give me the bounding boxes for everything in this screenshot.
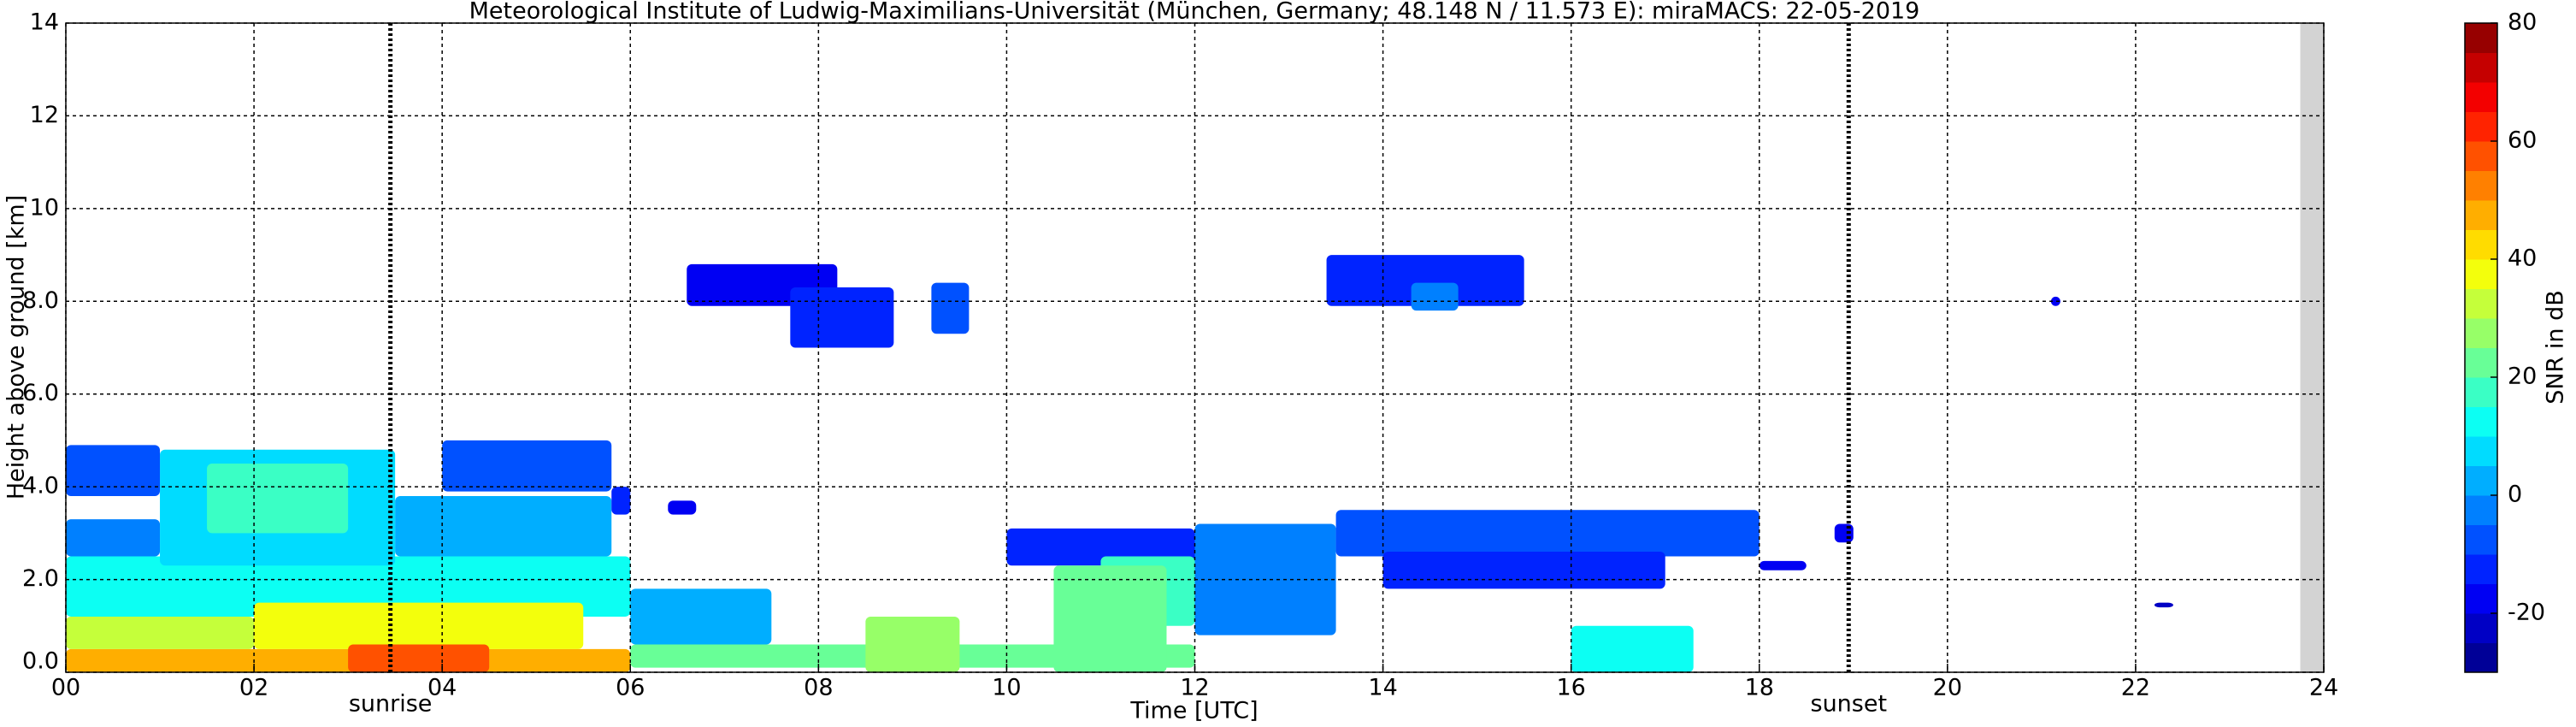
- snr-patch: [1335, 510, 1760, 557]
- snr-patch: [611, 487, 631, 515]
- snr-patch: [1571, 625, 1694, 672]
- colorbar-step: [2465, 200, 2497, 230]
- colorbar-step: [2465, 583, 2497, 614]
- x-tick-label: 04: [427, 675, 457, 701]
- colorbar-label: SNR in dB: [2543, 290, 2569, 405]
- snr-patch: [207, 464, 349, 534]
- snr-patch: [2154, 602, 2173, 608]
- colorbar-step: [2465, 524, 2497, 555]
- colorbar-step: [2465, 318, 2497, 348]
- x-tick-label: 08: [804, 675, 833, 701]
- snr-patch: [865, 616, 960, 672]
- colorbar-step: [2465, 436, 2497, 466]
- x-tick-label: 16: [1556, 675, 1585, 701]
- colorbar-step: [2465, 554, 2497, 584]
- snr-patch: [1411, 282, 1459, 311]
- colorbar-step: [2465, 642, 2497, 673]
- colorbar-step: [2465, 495, 2497, 525]
- snr-patch: [66, 519, 161, 557]
- snr-patch: [66, 445, 161, 496]
- snr-patch: [254, 602, 584, 649]
- y-tick-label: 0.0: [22, 648, 59, 675]
- plot-frame: [65, 22, 2325, 673]
- x-tick-label: 06: [616, 675, 645, 701]
- snr-patch: [66, 616, 255, 649]
- snr-patch: [1053, 565, 1167, 672]
- y-tick-label: 2.0: [22, 565, 59, 592]
- colorbar-step: [2465, 170, 2497, 201]
- no-data-region: [2300, 23, 2324, 672]
- colorbar-step: [2465, 465, 2497, 496]
- colorbar-tick-label: 40: [2508, 245, 2537, 272]
- y-tick-label: 10: [30, 194, 59, 221]
- colorbar-step: [2465, 111, 2497, 142]
- colorbar-tick-label: 0: [2508, 482, 2522, 508]
- snr-patch: [442, 440, 612, 492]
- colorbar-tick-label: 60: [2508, 127, 2537, 154]
- colorbar-step: [2465, 347, 2497, 378]
- snr-patch: [790, 287, 894, 348]
- x-tick-label: 22: [2121, 675, 2150, 701]
- snr-patch: [395, 495, 612, 557]
- chart-title: Meteorological Institute of Ludwig-Maxim…: [469, 0, 1920, 25]
- snr-patch: [1326, 255, 1524, 306]
- y-tick-label: 12: [30, 102, 59, 128]
- annotation-label: sunrise: [349, 691, 433, 718]
- y-tick-label: 4.0: [22, 473, 59, 499]
- x-tick-label: 14: [1368, 675, 1397, 701]
- colorbar-tick-label: 20: [2508, 364, 2537, 390]
- snr-patch: [931, 282, 970, 334]
- snr-patch: [1382, 552, 1665, 589]
- snr-patch: [66, 556, 631, 617]
- x-tick-label: 02: [239, 675, 268, 701]
- colorbar-step: [2465, 259, 2497, 289]
- colorbar-tick-label: -20: [2508, 600, 2545, 626]
- colorbar-step: [2465, 377, 2497, 407]
- colorbar-step: [2465, 406, 2497, 437]
- snr-patch: [668, 500, 697, 515]
- x-axis-label: Time [UTC]: [1129, 698, 1258, 724]
- x-tick-label: 24: [2309, 675, 2338, 701]
- snr-patch: [1759, 560, 1807, 570]
- colorbar-step: [2465, 288, 2497, 319]
- y-tick-label: 14: [30, 9, 59, 36]
- snr-patch: [348, 644, 490, 672]
- y-tick-label: 6.0: [22, 380, 59, 406]
- colorbar-step: [2465, 229, 2497, 260]
- x-tick-label: 18: [1745, 675, 1774, 701]
- colorbar-tick-label: 80: [2508, 9, 2537, 36]
- colorbar-step: [2465, 23, 2497, 53]
- y-tick-label: 8.0: [22, 287, 59, 314]
- x-tick-label: 00: [51, 675, 80, 701]
- colorbar-step: [2465, 141, 2497, 171]
- x-tick-label: 10: [992, 675, 1021, 701]
- snr-patch: [630, 588, 772, 645]
- snr-patch: [2050, 296, 2060, 306]
- colorbar-step: [2465, 613, 2497, 643]
- x-tick-label: 20: [1933, 675, 1962, 701]
- x-tick-label: 12: [1180, 675, 1209, 701]
- colorbar-step: [2465, 82, 2497, 112]
- colorbar-step: [2465, 52, 2497, 83]
- annotation-label: sunset: [1811, 691, 1888, 718]
- y-axis-label: Height above ground [km]: [3, 195, 30, 499]
- colorbar-frame: [2464, 22, 2498, 673]
